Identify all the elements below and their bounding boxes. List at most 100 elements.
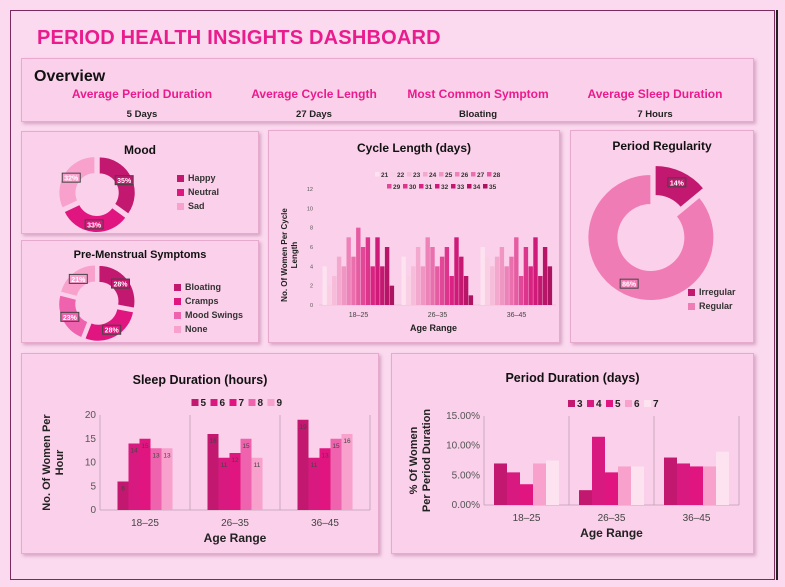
symptoms-donut-chart: 28% 28% 23% 21% bbox=[58, 264, 136, 342]
bar bbox=[490, 266, 495, 305]
category-label: 36–45 bbox=[507, 312, 527, 319]
category-label: 18–25 bbox=[513, 513, 541, 524]
bar-value-label: 12 bbox=[231, 457, 239, 464]
bar-value-label: 15 bbox=[332, 443, 340, 450]
bar bbox=[341, 434, 353, 510]
bar bbox=[370, 266, 375, 305]
bar-value-label: 13 bbox=[321, 452, 329, 459]
legend-swatch bbox=[174, 297, 181, 305]
bar bbox=[494, 256, 500, 305]
bar bbox=[150, 448, 162, 510]
bar bbox=[240, 438, 252, 510]
mood-slice bbox=[98, 156, 136, 215]
legend-swatch bbox=[451, 184, 456, 189]
legend-swatch bbox=[419, 184, 424, 189]
y-axis-title: Hour bbox=[54, 449, 66, 475]
bar bbox=[218, 457, 230, 510]
bar bbox=[542, 247, 548, 305]
bar bbox=[454, 237, 459, 305]
pct-label: 14% bbox=[670, 180, 685, 187]
bar bbox=[356, 227, 361, 305]
legend-label: 34 bbox=[473, 184, 481, 191]
period-title: Period Duration (days) bbox=[505, 371, 640, 385]
legend-label: Happy bbox=[188, 173, 216, 183]
bar bbox=[494, 463, 507, 505]
kpi-label: Average Sleep Duration bbox=[587, 87, 723, 101]
legend-swatch bbox=[688, 288, 695, 296]
bar bbox=[128, 443, 140, 510]
bar bbox=[336, 256, 342, 305]
bar bbox=[308, 457, 320, 510]
bar bbox=[389, 285, 395, 305]
bar bbox=[375, 237, 380, 305]
y-tick-label: 10 bbox=[307, 206, 313, 212]
bar bbox=[664, 457, 677, 505]
bar bbox=[716, 451, 729, 505]
legend-label: 21 bbox=[381, 172, 389, 179]
legend-label: 22 bbox=[397, 172, 405, 179]
bar bbox=[546, 460, 559, 505]
legend-label: 24 bbox=[429, 172, 437, 179]
legend-label: 29 bbox=[393, 184, 401, 191]
regularity-data-label: 86% bbox=[619, 278, 639, 289]
legend-item: Neutral bbox=[177, 186, 219, 198]
legend-label: Neutral bbox=[188, 187, 220, 197]
bar bbox=[330, 438, 342, 510]
y-tick-label: 8 bbox=[310, 226, 313, 232]
bar bbox=[520, 484, 533, 505]
mood-data-label: 33% bbox=[84, 219, 104, 230]
label-fill bbox=[62, 173, 80, 182]
bar-value-label: 16 bbox=[209, 438, 217, 445]
bar bbox=[485, 256, 490, 305]
regularity-slice bbox=[587, 174, 715, 302]
bar-value-label: 16 bbox=[343, 438, 351, 445]
regularity-legend: Irregular Regular bbox=[688, 286, 736, 314]
kpi-label: Average Period Duration bbox=[71, 87, 213, 101]
legend-swatch bbox=[439, 172, 444, 177]
bar bbox=[677, 463, 690, 505]
dashboard-title: PERIOD HEALTH INSIGHTS DASHBOARD bbox=[37, 27, 441, 49]
legend-label: 28 bbox=[493, 172, 501, 179]
bar bbox=[547, 266, 553, 305]
overview-heading: Overview bbox=[34, 68, 106, 85]
y-tick-label: 5 bbox=[90, 481, 96, 492]
legend-label: 31 bbox=[425, 184, 433, 191]
regularity-donut-chart: 14% 86% bbox=[587, 164, 715, 302]
legend-label: 30 bbox=[409, 184, 417, 191]
bar bbox=[449, 276, 454, 305]
kpi-sleep-duration: Average Sleep Duration 7 Hours bbox=[565, 87, 745, 120]
bar bbox=[533, 463, 546, 505]
mood-data-label: 32% bbox=[61, 172, 81, 183]
regularity-data-label: 14% bbox=[667, 177, 687, 188]
bar-value-label: 11 bbox=[254, 462, 261, 469]
x-axis-title: Age Range bbox=[410, 323, 457, 333]
bar bbox=[459, 256, 464, 305]
bar bbox=[360, 247, 366, 305]
sleep-panel: Sleep Duration (hours) 0 5 10 15 20 6 14 15 13 13… bbox=[21, 353, 379, 554]
y-axis-title: % Of Women bbox=[408, 426, 420, 494]
legend-label: Regular bbox=[699, 301, 733, 311]
pct-label: 35% bbox=[117, 178, 132, 185]
label-fill bbox=[112, 279, 130, 288]
legend-swatch bbox=[391, 172, 396, 177]
bar bbox=[618, 466, 631, 505]
legend-swatch bbox=[487, 172, 492, 177]
legend-item: Cramps bbox=[174, 295, 243, 307]
bar bbox=[430, 247, 435, 305]
legend-swatch bbox=[587, 400, 594, 407]
legend-swatch bbox=[191, 399, 199, 406]
symptoms-legend: Bloating Cramps Mood Swings None bbox=[174, 281, 243, 337]
legend-label: 23 bbox=[413, 172, 421, 179]
legend-swatch bbox=[403, 184, 408, 189]
symptom-data-label: 21% bbox=[68, 273, 88, 284]
cycle-panel: Cycle Length (days) 0 2 4 6 8 10 12 18–25 26–35 3… bbox=[268, 130, 560, 343]
bar bbox=[592, 436, 605, 505]
symptoms-panel: Pre-Menstrual Symptoms 28% 28% 23% 21% Bloa… bbox=[21, 240, 259, 343]
bar bbox=[468, 295, 474, 305]
legend-label: 7 bbox=[239, 398, 245, 409]
x-axis-title: Age Range bbox=[204, 531, 267, 545]
bar-value-label: 11 bbox=[311, 462, 318, 469]
y-tick-label: 12 bbox=[307, 187, 313, 193]
kpi-value: 5 Days bbox=[126, 109, 158, 120]
